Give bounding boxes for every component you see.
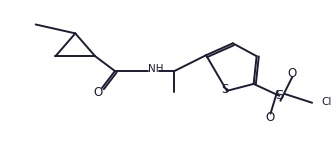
Text: S: S: [275, 89, 284, 102]
Text: O: O: [94, 86, 103, 99]
Text: O: O: [288, 67, 297, 80]
Text: S: S: [221, 83, 228, 96]
Text: Cl: Cl: [321, 97, 331, 107]
Text: O: O: [266, 111, 275, 124]
Text: NH: NH: [148, 64, 163, 74]
